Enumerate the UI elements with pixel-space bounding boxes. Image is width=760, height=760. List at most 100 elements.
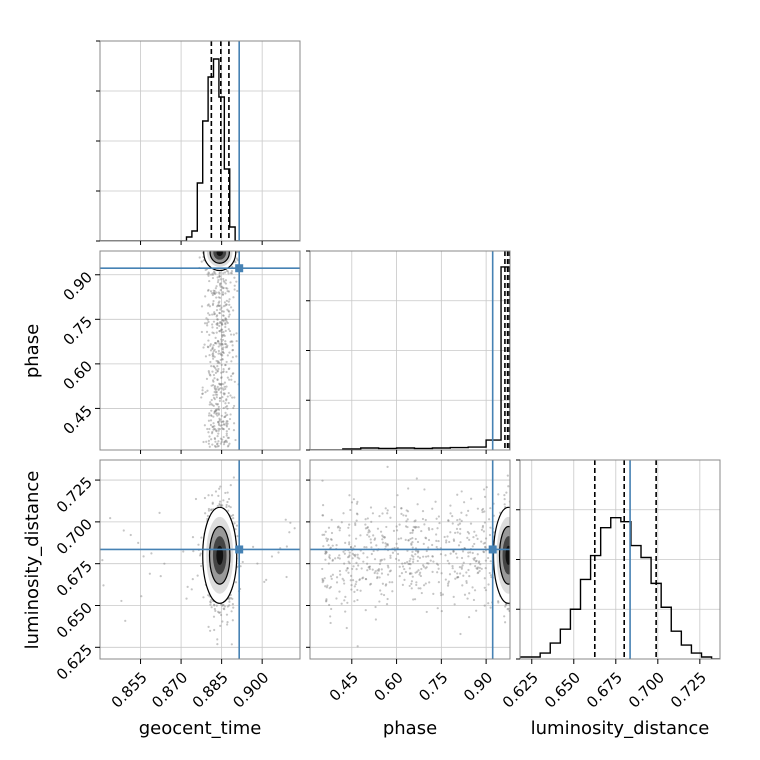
scatter-point: [217, 444, 220, 448]
scatter-point: [439, 591, 442, 595]
scatter-point: [207, 320, 210, 323]
scatter-point: [226, 623, 229, 626]
scatter-point: [329, 615, 332, 618]
scatter-point: [232, 476, 235, 479]
scatter-point: [235, 355, 238, 358]
scatter-point: [225, 503, 228, 507]
scatter-point: [372, 549, 375, 553]
y-axis-label-luminosity-distance: luminosity_distance: [22, 471, 43, 650]
scatter-point: [347, 526, 350, 529]
scatter-point: [224, 387, 227, 391]
scatter-point: [451, 514, 454, 518]
scatter-point: [212, 428, 215, 431]
scatter-point: [220, 323, 224, 326]
scatter-point: [102, 584, 105, 587]
scatter-point: [484, 589, 488, 592]
scatter-point: [212, 615, 216, 618]
scatter-point: [211, 313, 214, 316]
scatter-point: [216, 434, 219, 438]
scatter-point: [198, 554, 202, 557]
scatter-point: [407, 562, 410, 566]
scatter-point: [225, 343, 228, 346]
scatter-point: [210, 365, 213, 368]
scatter-point: [445, 541, 448, 544]
scatter-point: [225, 505, 228, 509]
scatter-point: [216, 340, 220, 343]
scatter-point: [223, 301, 227, 304]
scatter-point: [213, 412, 216, 415]
scatter-point: [460, 566, 463, 569]
scatter-point: [224, 317, 227, 321]
scatter-point: [216, 326, 219, 330]
scatter-point: [335, 576, 339, 579]
scatter-point: [212, 350, 215, 353]
scatter-point: [419, 571, 422, 574]
scatter-point: [209, 374, 212, 377]
scatter-point: [359, 589, 362, 592]
scatter-point: [216, 276, 219, 279]
scatter-point: [345, 569, 348, 572]
scatter-point: [213, 311, 216, 314]
scatter-point: [233, 276, 236, 279]
scatter-point: [232, 406, 235, 410]
scatter-point: [372, 534, 375, 537]
scatter-point: [328, 603, 331, 607]
scatter-point: [378, 600, 381, 603]
scatter-point: [386, 509, 389, 512]
scatter-point: [221, 293, 224, 296]
scatter-point: [355, 537, 358, 540]
scatter-point: [402, 514, 405, 517]
scatter-point: [428, 581, 431, 584]
scatter-point: [471, 586, 474, 589]
scatter-point: [229, 306, 233, 309]
scatter-point: [451, 567, 454, 570]
scatter-point: [219, 285, 222, 288]
scatter-point: [209, 629, 212, 632]
scatter-point: [411, 528, 414, 532]
scatter-point: [322, 545, 325, 548]
scatter-point: [221, 342, 224, 346]
scatter-point: [205, 317, 208, 320]
scatter-point: [216, 360, 220, 363]
scatter-point: [219, 278, 222, 281]
scatter-point: [214, 410, 217, 413]
scatter-point: [221, 620, 224, 623]
scatter-point: [210, 508, 213, 511]
scatter-point: [206, 427, 209, 431]
scatter-point: [213, 390, 216, 394]
scatter-point: [227, 300, 230, 303]
scatter-point: [222, 314, 225, 317]
scatter-point: [334, 557, 337, 560]
scatter-point: [427, 546, 430, 549]
scatter-point: [226, 395, 229, 398]
y-tick-label: 0.675: [53, 557, 96, 600]
scatter-point: [219, 387, 222, 390]
scatter-point: [211, 403, 214, 407]
scatter-point: [234, 528, 237, 531]
scatter-point: [211, 443, 214, 446]
scatter-point: [219, 485, 222, 488]
scatter-point: [379, 589, 382, 592]
scatter-point: [337, 525, 340, 528]
scatter-point: [213, 271, 216, 274]
scatter-point: [346, 567, 349, 570]
scatter-point: [217, 422, 220, 425]
scatter-point: [415, 583, 418, 587]
scatter-point: [212, 291, 216, 295]
scatter-point: [396, 552, 400, 556]
scatter-point: [225, 320, 228, 323]
scatter-point: [389, 556, 392, 559]
scatter-point: [463, 501, 466, 504]
scatter-point: [358, 578, 361, 582]
scatter-point: [475, 559, 478, 562]
scatter-point: [480, 508, 484, 512]
scatter-point: [212, 415, 215, 418]
scatter-point: [235, 332, 238, 335]
scatter-point: [225, 360, 228, 364]
scatter-point: [325, 600, 328, 603]
scatter-point: [420, 567, 423, 571]
scatter-point: [338, 569, 342, 573]
scatter-point: [391, 581, 394, 584]
scatter-point: [218, 312, 221, 315]
panel-frames: [99, 40, 721, 660]
